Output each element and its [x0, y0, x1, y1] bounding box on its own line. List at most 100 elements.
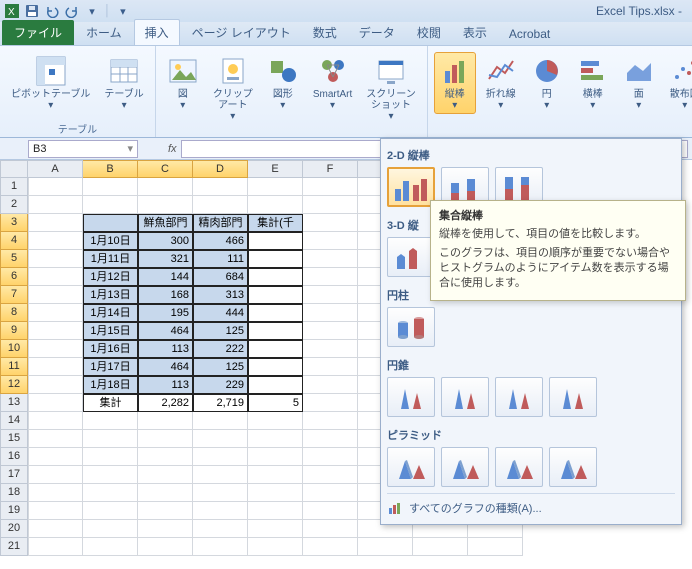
cell-B16[interactable]	[83, 448, 138, 466]
cell-B20[interactable]	[83, 520, 138, 538]
cell-E12[interactable]	[248, 376, 303, 394]
cell-D4[interactable]: 466	[193, 232, 248, 250]
cell-D7[interactable]: 313	[193, 286, 248, 304]
tab-0[interactable]: ホーム	[76, 20, 132, 45]
cell-B21[interactable]	[83, 538, 138, 556]
cell-D10[interactable]: 222	[193, 340, 248, 358]
cell-D6[interactable]: 684	[193, 268, 248, 286]
cell-B14[interactable]	[83, 412, 138, 430]
cell-D16[interactable]	[193, 448, 248, 466]
cell-E8[interactable]	[248, 304, 303, 322]
cell-F1[interactable]	[303, 178, 358, 196]
cell-E21[interactable]	[248, 538, 303, 556]
cell-B6[interactable]: 1月12日	[83, 268, 138, 286]
cell-F4[interactable]	[303, 232, 358, 250]
cell-A8[interactable]	[28, 304, 83, 322]
cell-B13[interactable]: 集計	[83, 394, 138, 412]
row-header-18[interactable]: 18	[0, 484, 28, 502]
cell-E13[interactable]: 5	[248, 394, 303, 412]
qat-dropdown-icon[interactable]: ▾	[115, 3, 131, 19]
cell-D17[interactable]	[193, 466, 248, 484]
col-header-E[interactable]: E	[248, 160, 303, 178]
cell-A17[interactable]	[28, 466, 83, 484]
cell-G21[interactable]	[358, 538, 413, 556]
cell-F7[interactable]	[303, 286, 358, 304]
cell-I21[interactable]	[468, 538, 523, 556]
cell-A6[interactable]	[28, 268, 83, 286]
cell-A1[interactable]	[28, 178, 83, 196]
tab-1[interactable]: 挿入	[134, 19, 180, 45]
cell-B5[interactable]: 1月11日	[83, 250, 138, 268]
all-chart-types[interactable]: すべてのグラフの種類(A)...	[387, 493, 675, 516]
row-header-12[interactable]: 12	[0, 376, 28, 394]
gallery-item-bars2d-0[interactable]	[387, 167, 435, 207]
cell-E11[interactable]	[248, 358, 303, 376]
column-chart-button[interactable]: 縦棒 ▾	[434, 52, 476, 114]
row-header-5[interactable]: 5	[0, 250, 28, 268]
cell-C4[interactable]: 300	[138, 232, 193, 250]
cell-F20[interactable]	[303, 520, 358, 538]
cell-A12[interactable]	[28, 376, 83, 394]
cell-F19[interactable]	[303, 502, 358, 520]
gallery-item-pyr-3[interactable]	[549, 447, 597, 487]
scatter-chart-button[interactable]: 散布図 ▾	[664, 52, 692, 114]
cell-F13[interactable]	[303, 394, 358, 412]
cell-C13[interactable]: 2,282	[138, 394, 193, 412]
cell-A21[interactable]	[28, 538, 83, 556]
cell-D19[interactable]	[193, 502, 248, 520]
col-header-B[interactable]: B	[83, 160, 138, 178]
cell-F8[interactable]	[303, 304, 358, 322]
row-header-10[interactable]: 10	[0, 340, 28, 358]
row-header-2[interactable]: 2	[0, 196, 28, 214]
gallery-item-cone-3[interactable]	[549, 377, 597, 417]
cell-B4[interactable]: 1月10日	[83, 232, 138, 250]
cell-B1[interactable]	[83, 178, 138, 196]
row-header-15[interactable]: 15	[0, 430, 28, 448]
cell-C19[interactable]	[138, 502, 193, 520]
cell-F2[interactable]	[303, 196, 358, 214]
gallery-item-pyr-0[interactable]	[387, 447, 435, 487]
cell-B7[interactable]: 1月13日	[83, 286, 138, 304]
picture-button[interactable]: 図 ▾	[162, 52, 204, 114]
redo-icon[interactable]	[64, 3, 80, 19]
save-icon[interactable]	[24, 3, 40, 19]
cell-D3[interactable]: 精肉部門	[193, 214, 248, 232]
cell-F3[interactable]	[303, 214, 358, 232]
cell-A15[interactable]	[28, 430, 83, 448]
cell-F16[interactable]	[303, 448, 358, 466]
cell-D18[interactable]	[193, 484, 248, 502]
cell-F17[interactable]	[303, 466, 358, 484]
cell-F21[interactable]	[303, 538, 358, 556]
gallery-item-cone-0[interactable]	[387, 377, 435, 417]
cell-F5[interactable]	[303, 250, 358, 268]
cell-C14[interactable]	[138, 412, 193, 430]
pivot-table-button[interactable]: ピボットテーブル ▾	[6, 52, 95, 114]
clipart-button[interactable]: クリップ アート ▾	[208, 52, 258, 125]
name-box[interactable]: B3▾	[28, 140, 138, 158]
tab-7[interactable]: Acrobat	[499, 23, 560, 45]
gallery-item-bars3d-0[interactable]	[387, 237, 435, 277]
cell-A13[interactable]	[28, 394, 83, 412]
cell-C20[interactable]	[138, 520, 193, 538]
cell-B17[interactable]	[83, 466, 138, 484]
cell-A19[interactable]	[28, 502, 83, 520]
cell-A5[interactable]	[28, 250, 83, 268]
cell-C6[interactable]: 144	[138, 268, 193, 286]
cell-A3[interactable]	[28, 214, 83, 232]
gallery-item-pyr-2[interactable]	[495, 447, 543, 487]
shapes-button[interactable]: 図形 ▾	[262, 52, 304, 114]
cell-B11[interactable]: 1月17日	[83, 358, 138, 376]
gallery-item-cyl-0[interactable]	[387, 307, 435, 347]
cell-E19[interactable]	[248, 502, 303, 520]
cell-B10[interactable]: 1月16日	[83, 340, 138, 358]
cell-C15[interactable]	[138, 430, 193, 448]
col-header-C[interactable]: C	[138, 160, 193, 178]
row-header-3[interactable]: 3	[0, 214, 28, 232]
cell-C21[interactable]	[138, 538, 193, 556]
cell-C17[interactable]	[138, 466, 193, 484]
cell-E17[interactable]	[248, 466, 303, 484]
cell-C5[interactable]: 321	[138, 250, 193, 268]
cell-F18[interactable]	[303, 484, 358, 502]
screenshot-button[interactable]: スクリーン ショット ▾	[361, 52, 421, 125]
cell-D8[interactable]: 444	[193, 304, 248, 322]
